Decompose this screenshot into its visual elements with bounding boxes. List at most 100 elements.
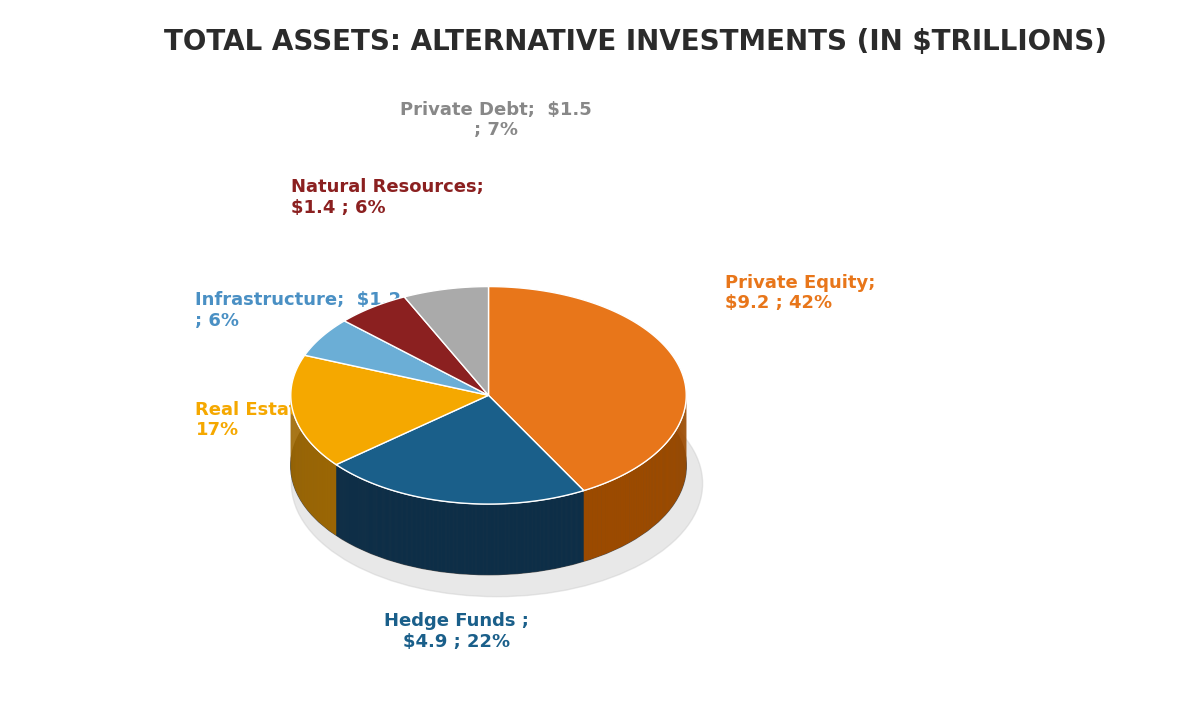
Polygon shape <box>656 451 659 523</box>
Polygon shape <box>659 450 660 521</box>
Polygon shape <box>395 491 396 562</box>
Polygon shape <box>547 499 548 570</box>
Polygon shape <box>491 504 492 575</box>
Polygon shape <box>655 452 656 524</box>
Polygon shape <box>470 503 472 575</box>
Polygon shape <box>619 476 620 547</box>
Polygon shape <box>646 461 647 532</box>
Polygon shape <box>617 477 618 549</box>
Polygon shape <box>546 499 547 570</box>
Polygon shape <box>618 477 619 548</box>
Polygon shape <box>290 355 488 464</box>
Text: TOTAL ASSETS: ALTERNATIVE INVESTMENTS (IN $TRILLIONS): TOTAL ASSETS: ALTERNATIVE INVESTMENTS (I… <box>163 28 1106 56</box>
Polygon shape <box>544 500 545 570</box>
Polygon shape <box>572 493 574 564</box>
Polygon shape <box>404 287 488 395</box>
Polygon shape <box>514 503 515 574</box>
Polygon shape <box>581 491 582 562</box>
Polygon shape <box>577 492 578 563</box>
Polygon shape <box>473 504 474 575</box>
Polygon shape <box>587 489 588 560</box>
Polygon shape <box>414 496 415 567</box>
Polygon shape <box>535 501 536 572</box>
Polygon shape <box>604 483 606 554</box>
Polygon shape <box>484 504 485 575</box>
Polygon shape <box>564 495 565 567</box>
Polygon shape <box>593 487 594 558</box>
Polygon shape <box>580 491 581 562</box>
Polygon shape <box>570 494 571 565</box>
Polygon shape <box>418 497 419 568</box>
Polygon shape <box>662 446 664 518</box>
Polygon shape <box>410 495 412 566</box>
Polygon shape <box>474 504 475 575</box>
Polygon shape <box>499 504 500 575</box>
Text: Private Debt;  $1.5
; 7%: Private Debt; $1.5 ; 7% <box>400 101 592 140</box>
Polygon shape <box>336 395 583 504</box>
Polygon shape <box>550 498 551 570</box>
Ellipse shape <box>290 357 686 575</box>
Polygon shape <box>336 395 583 504</box>
Polygon shape <box>612 480 614 551</box>
Polygon shape <box>439 500 440 572</box>
Polygon shape <box>607 482 608 553</box>
Polygon shape <box>468 503 470 574</box>
Polygon shape <box>660 449 661 521</box>
Polygon shape <box>638 465 640 537</box>
Polygon shape <box>509 503 510 574</box>
Polygon shape <box>566 495 568 566</box>
Polygon shape <box>552 498 553 569</box>
Polygon shape <box>427 499 428 570</box>
Polygon shape <box>432 500 433 570</box>
Polygon shape <box>640 464 642 536</box>
Polygon shape <box>558 497 559 568</box>
Polygon shape <box>631 469 634 541</box>
Ellipse shape <box>292 371 703 597</box>
Polygon shape <box>594 487 595 558</box>
Polygon shape <box>616 478 617 549</box>
Polygon shape <box>436 500 438 571</box>
Polygon shape <box>623 474 624 546</box>
Polygon shape <box>647 459 648 531</box>
Polygon shape <box>490 504 491 575</box>
Polygon shape <box>444 501 445 572</box>
Polygon shape <box>611 480 613 551</box>
Polygon shape <box>500 504 502 575</box>
Text: Real Estate;  $3.8 ;
17%: Real Estate; $3.8 ; 17% <box>196 400 388 439</box>
Polygon shape <box>664 445 665 516</box>
Polygon shape <box>482 504 484 575</box>
Polygon shape <box>631 470 632 541</box>
Polygon shape <box>628 472 629 544</box>
Polygon shape <box>608 481 610 552</box>
Polygon shape <box>407 494 408 565</box>
Polygon shape <box>548 499 550 570</box>
Polygon shape <box>606 482 608 554</box>
Polygon shape <box>530 501 532 572</box>
Polygon shape <box>586 489 588 560</box>
Polygon shape <box>554 498 557 568</box>
Polygon shape <box>408 495 409 565</box>
Polygon shape <box>588 489 590 559</box>
Polygon shape <box>438 500 439 571</box>
Polygon shape <box>533 501 534 572</box>
Polygon shape <box>521 503 522 573</box>
Polygon shape <box>610 480 611 552</box>
Polygon shape <box>620 475 622 547</box>
Polygon shape <box>661 447 662 519</box>
Polygon shape <box>626 472 628 544</box>
Polygon shape <box>652 456 653 528</box>
Polygon shape <box>396 492 397 562</box>
Polygon shape <box>401 492 402 564</box>
Polygon shape <box>433 500 434 570</box>
Polygon shape <box>451 502 452 573</box>
Polygon shape <box>624 474 626 545</box>
Polygon shape <box>445 501 446 572</box>
Polygon shape <box>492 504 493 575</box>
Polygon shape <box>448 502 450 572</box>
Polygon shape <box>450 502 451 572</box>
Polygon shape <box>601 484 602 555</box>
Polygon shape <box>642 463 643 534</box>
Polygon shape <box>493 504 494 575</box>
Polygon shape <box>622 475 623 546</box>
Text: Natural Resources;
$1.4 ; 6%: Natural Resources; $1.4 ; 6% <box>290 178 484 217</box>
